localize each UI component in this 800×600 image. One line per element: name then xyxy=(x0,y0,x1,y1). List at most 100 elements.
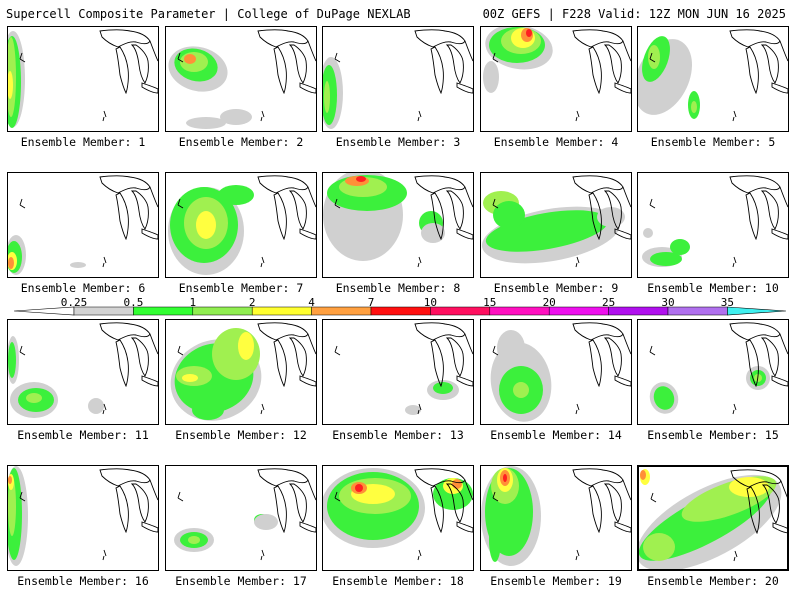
colorbar-level-label: 25 xyxy=(601,296,616,309)
scp-contour xyxy=(8,257,14,269)
coastline-fragment xyxy=(492,198,580,268)
colorbar-swatch xyxy=(548,306,609,316)
map-field xyxy=(323,29,473,129)
ensemble-map-4 xyxy=(480,26,632,132)
ensemble-map-14 xyxy=(480,319,632,425)
map-field xyxy=(481,466,631,566)
map-field xyxy=(8,29,158,128)
colorbar-level-label: 10 xyxy=(423,296,438,309)
scp-contour xyxy=(324,81,330,113)
member-label-14: Ensemble Member: 14 xyxy=(490,428,622,442)
ensemble-map-5 xyxy=(637,26,789,132)
scp-contour xyxy=(212,328,260,380)
great-lakes-outline xyxy=(572,175,631,241)
scp-contour xyxy=(355,484,363,492)
member-label-16: Ensemble Member: 16 xyxy=(17,574,149,588)
ensemble-map-2 xyxy=(165,26,317,132)
colorbar-level-label: 0.5 xyxy=(123,296,144,309)
scp-contour xyxy=(254,514,278,530)
member-label-17: Ensemble Member: 17 xyxy=(175,574,307,588)
scp-contour xyxy=(8,476,12,484)
scp-contour xyxy=(670,239,690,255)
scp-contour xyxy=(691,101,697,113)
colorbar-swatch xyxy=(667,306,728,316)
scp-contour xyxy=(356,176,366,182)
colorbar-level-label: 7 xyxy=(367,296,375,309)
great-lakes-outline xyxy=(572,322,631,388)
map-field xyxy=(170,322,316,421)
great-lakes-outline xyxy=(414,468,473,534)
coastline-fragment xyxy=(650,492,738,562)
coastline-fragment xyxy=(649,52,737,122)
member-label-19: Ensemble Member: 19 xyxy=(490,574,622,588)
great-lakes-outline xyxy=(257,322,316,388)
scp-contour xyxy=(184,54,196,64)
scp-contour xyxy=(513,382,529,398)
scp-contour xyxy=(182,374,198,382)
ensemble-map-18 xyxy=(322,465,474,571)
coastline-fragment xyxy=(334,52,422,122)
great-lakes-outline xyxy=(729,175,788,241)
coastline-fragment xyxy=(492,345,580,415)
ensemble-map-10 xyxy=(637,172,789,278)
map-field xyxy=(323,468,473,561)
scp-contour xyxy=(26,393,42,403)
coastline-fragment xyxy=(177,198,265,268)
great-lakes-outline xyxy=(572,29,631,95)
member-label-5: Ensemble Member: 5 xyxy=(650,135,776,149)
great-lakes-outline xyxy=(99,175,158,241)
great-lakes-outline xyxy=(99,322,158,388)
map-field xyxy=(483,27,631,122)
map-field xyxy=(174,468,316,561)
coastline-fragment xyxy=(177,345,265,415)
member-label-6: Ensemble Member: 6 xyxy=(20,281,146,295)
scp-contour xyxy=(70,262,86,268)
scp-contour xyxy=(493,201,525,229)
great-lakes-outline xyxy=(99,29,158,95)
ensemble-map-17 xyxy=(165,465,317,571)
colorbar-level-label: 35 xyxy=(720,296,735,309)
colorbar-swatch xyxy=(608,306,669,316)
member-label-4: Ensemble Member: 4 xyxy=(493,135,619,149)
map-field xyxy=(642,175,788,268)
member-label-1: Ensemble Member: 1 xyxy=(20,135,146,149)
colorbar-swatch xyxy=(311,306,372,316)
ensemble-map-15 xyxy=(637,319,789,425)
map-field xyxy=(639,469,787,569)
scp-contour xyxy=(88,398,104,414)
product-title: Supercell Composite Parameter | College … xyxy=(6,7,411,21)
scp-contour xyxy=(8,71,13,99)
member-label-10: Ensemble Member: 10 xyxy=(647,281,779,295)
ensemble-map-3 xyxy=(322,26,474,132)
member-label-9: Ensemble Member: 9 xyxy=(493,281,619,295)
ensemble-map-12 xyxy=(165,319,317,425)
colorbar-swatch xyxy=(192,306,253,316)
great-lakes-outline xyxy=(729,29,788,95)
member-label-18: Ensemble Member: 18 xyxy=(332,574,464,588)
map-field xyxy=(638,29,788,122)
member-label-7: Ensemble Member: 7 xyxy=(178,281,304,295)
member-label-20: Ensemble Member: 20 xyxy=(647,574,779,588)
member-label-2: Ensemble Member: 2 xyxy=(178,135,304,149)
scp-contour xyxy=(489,518,501,562)
scp-contour xyxy=(405,405,421,415)
coastline-fragment xyxy=(19,52,107,122)
coastline-fragment xyxy=(19,198,107,268)
great-lakes-outline xyxy=(99,468,158,534)
scp-contour xyxy=(597,207,625,227)
map-field xyxy=(168,29,316,129)
colorbar-level-label: 2 xyxy=(248,296,256,309)
coastline-fragment xyxy=(334,491,422,561)
scp-contour xyxy=(8,476,16,536)
map-field xyxy=(8,322,158,418)
coastline-fragment xyxy=(649,198,737,268)
scp-contour xyxy=(218,185,254,205)
scp-contour xyxy=(526,29,532,37)
scp-contour xyxy=(238,332,254,360)
great-lakes-outline xyxy=(414,175,473,241)
ensemble-map-16 xyxy=(7,465,159,571)
map-field xyxy=(481,175,631,268)
scp-contour xyxy=(192,400,224,420)
scp-contour xyxy=(433,382,453,394)
scp-contour xyxy=(452,479,462,489)
